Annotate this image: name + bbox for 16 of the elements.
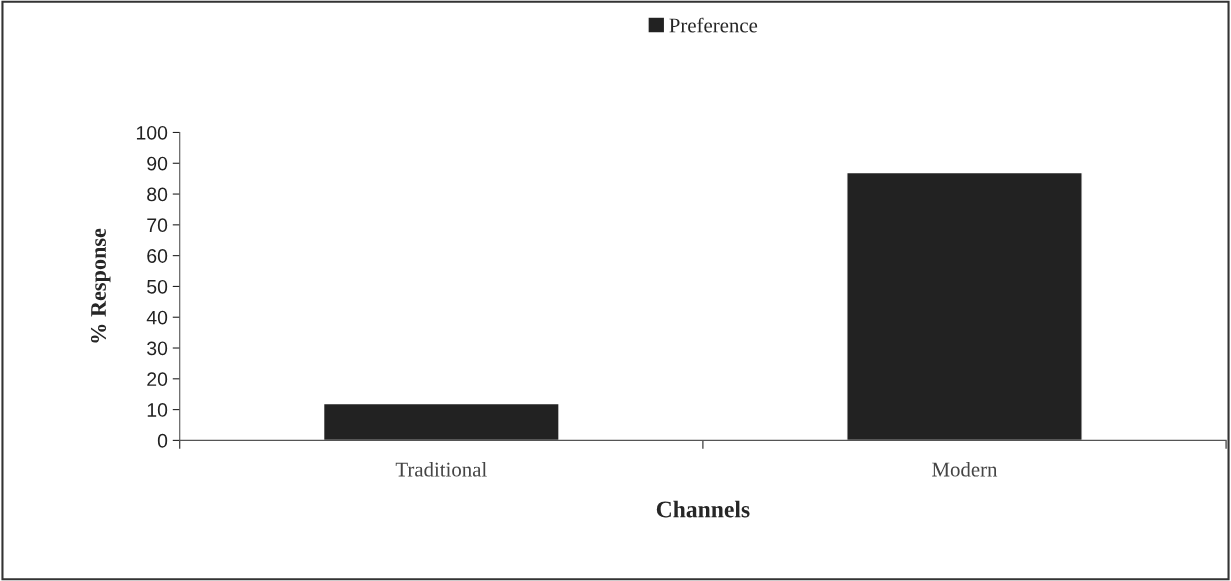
y-tick-label: 30 <box>147 341 168 356</box>
y-tick-label: 0 <box>157 433 168 448</box>
y-tick-label: 40 <box>146 310 168 325</box>
y-tick-label: 70 <box>147 218 168 233</box>
y-tick-label: 10 <box>147 403 168 417</box>
y-axis-title: % Response <box>90 228 111 343</box>
y-tick-label: 100 <box>136 125 168 140</box>
legend-label: Preference <box>669 17 758 33</box>
x-tick-label: Traditional <box>395 461 487 477</box>
y-tick-label: 80 <box>147 187 168 202</box>
x-axis-title: Channels <box>656 500 750 518</box>
y-tick-label: 20 <box>147 372 168 387</box>
x-tick-label: Modern <box>932 461 998 477</box>
y-tick-label: 60 <box>147 249 168 263</box>
y-tick-label: 50 <box>147 279 168 294</box>
y-tick-label: 90 <box>147 156 168 171</box>
